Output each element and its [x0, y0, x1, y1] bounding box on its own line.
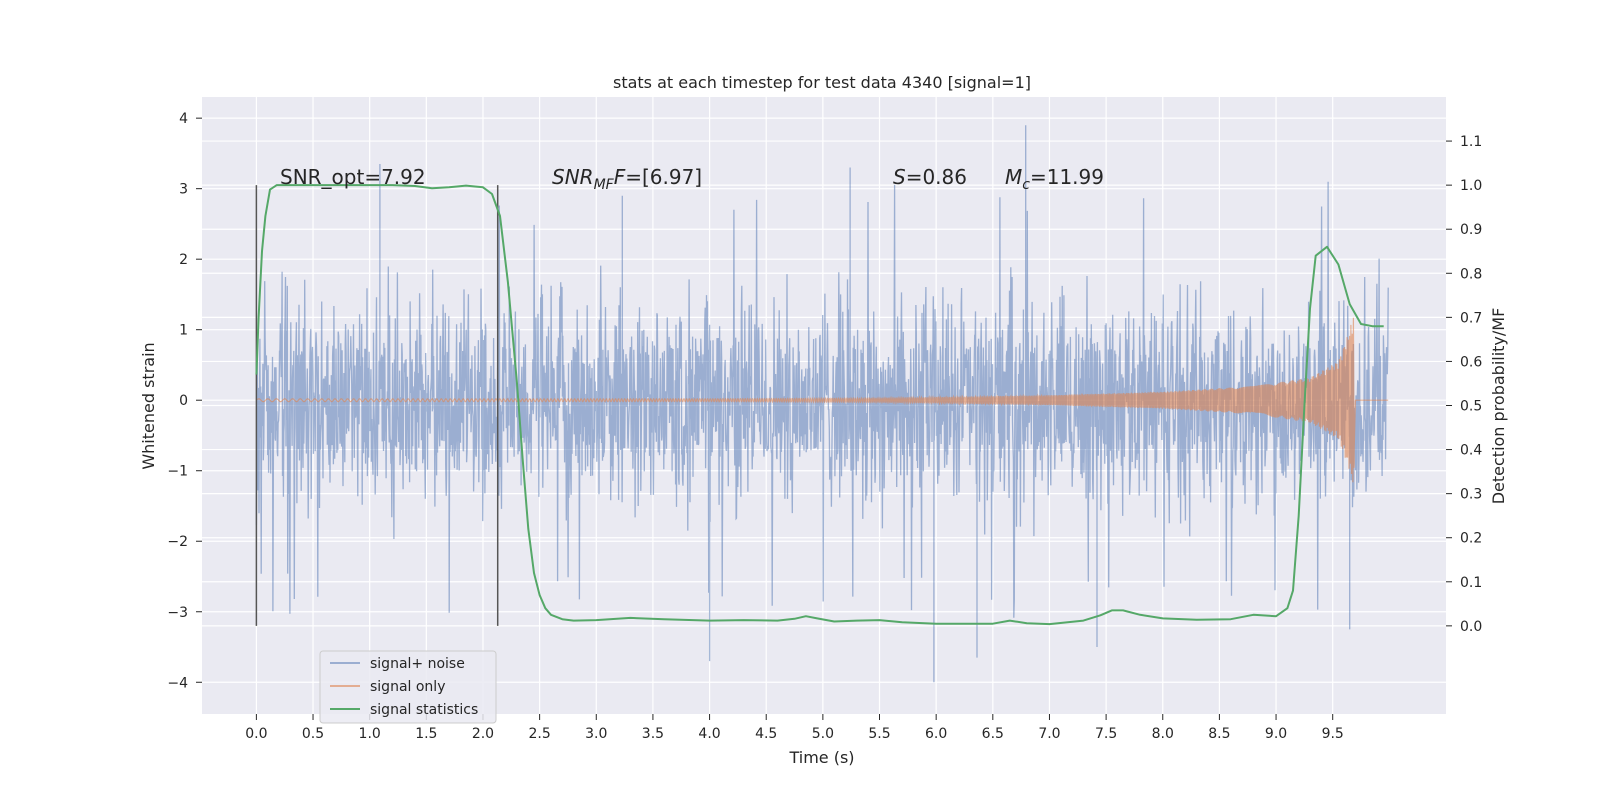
x-tick-label-1: 0.5 [302, 726, 324, 742]
series-signal-statistics [255, 184, 1384, 626]
y2-tick-label-0: 1.1 [1460, 134, 1482, 150]
y2-tick-label-4: 0.7 [1460, 310, 1482, 326]
x-tick-label-4: 2.0 [472, 726, 494, 742]
y-axis-label: Whitened strain [139, 342, 158, 469]
annotation-snr-mf-sub: MF [594, 177, 615, 193]
series-signal-only [256, 317, 1389, 483]
x-tick-label-8: 4.0 [698, 726, 720, 742]
x-axis-label: Time (s) [788, 748, 854, 767]
annotation-mc-value: =11.99 [1030, 165, 1104, 189]
y2-tick-label-10: 0.1 [1460, 575, 1482, 591]
annotation-mc: Mc=11.99 [1005, 165, 1104, 193]
x-tick-label-2: 1.0 [359, 726, 381, 742]
annotation-snr-mf-value: =[6.97] [625, 165, 702, 189]
annotation-mc-sub: c [1022, 177, 1030, 193]
annotation-s: S=0.86 [893, 165, 967, 189]
legend-label-signal-noise: signal+ noise [370, 656, 465, 672]
annotation-snr-mf-main: SNR [552, 165, 594, 189]
y2-tick-label-7: 0.4 [1460, 443, 1482, 459]
y2-tick-label-1: 1.0 [1460, 178, 1482, 194]
x-tick-label-13: 6.5 [982, 726, 1004, 742]
y-tick-label-4: 0 [179, 393, 188, 409]
x-tick-label-7: 3.5 [642, 726, 664, 742]
annotation-snr-opt: SNR_opt=7.92 [280, 165, 426, 189]
y-tick-label-7: −3 [167, 605, 188, 621]
y2-tick-label-11: 0.0 [1460, 619, 1482, 635]
y2-axis-ticks: 1.1 1.0 0.9 0.8 0.7 0.6 0.5 0.4 0.3 0.2 0.1 0.0 [1446, 134, 1482, 635]
x-tick-label-0: 0.0 [245, 726, 267, 742]
x-tick-label-5: 2.5 [528, 726, 550, 742]
legend-label-signal-statistics: signal statistics [370, 702, 478, 718]
signal-noise-line [255, 125, 1389, 683]
x-axis-ticks: 0.0 0.5 1.0 1.5 2.0 2.5 3.0 3.5 4.0 4.5 5.0 5.5 6.0 6… [245, 714, 1344, 742]
x-tick-label-3: 1.5 [415, 726, 437, 742]
annotation-snr-mf-f: F [614, 165, 626, 189]
y-tick-label-3: 1 [179, 323, 188, 339]
y2-tick-label-6: 0.5 [1460, 399, 1482, 415]
y-tick-label-0: 4 [179, 111, 188, 127]
legend-label-signal-only: signal only [370, 679, 445, 695]
legend: signal+ noise signal only signal statist… [319, 650, 497, 724]
y-tick-label-8: −4 [167, 675, 188, 691]
x-tick-label-15: 7.5 [1095, 726, 1117, 742]
y2-tick-label-3: 0.8 [1460, 266, 1482, 282]
y-tick-label-1: 3 [179, 182, 188, 198]
y-axis-ticks: 4 3 2 1 0 −1 −2 −3 −4 [167, 111, 202, 691]
x-tick-label-16: 8.0 [1152, 726, 1174, 742]
x-tick-label-11: 5.5 [868, 726, 890, 742]
y-tick-label-5: −1 [167, 464, 188, 480]
annotation-snr-mf: SNRMFF=[6.97] [552, 165, 702, 193]
x-tick-label-10: 5.0 [812, 726, 834, 742]
x-tick-label-6: 3.0 [585, 726, 607, 742]
signal-only-line [256, 317, 1389, 483]
x-tick-label-18: 9.0 [1265, 726, 1287, 742]
x-tick-label-17: 8.5 [1208, 726, 1230, 742]
y-tick-label-6: −2 [167, 534, 188, 550]
signal-statistics-line [255, 184, 1384, 626]
y2-tick-label-2: 0.9 [1460, 222, 1482, 238]
series-signal-noise [255, 125, 1389, 683]
annotation-s-value: =0.86 [906, 165, 967, 189]
annotation-mc-main: M [1005, 165, 1022, 189]
x-tick-label-12: 6.0 [925, 726, 947, 742]
y-tick-label-2: 2 [179, 252, 188, 268]
y2-axis-label: Detection probability/MF [1489, 308, 1508, 505]
chart-title: stats at each timestep for test data 434… [613, 73, 1031, 92]
x-tick-label-9: 4.5 [755, 726, 777, 742]
annotation-s-label: S [893, 165, 906, 189]
window-markers [255, 185, 499, 626]
y2-tick-label-9: 0.2 [1460, 531, 1482, 547]
legend-box [319, 650, 497, 724]
y2-tick-label-8: 0.3 [1460, 487, 1482, 503]
x-tick-label-14: 7.0 [1038, 726, 1060, 742]
y2-tick-label-5: 0.6 [1460, 354, 1482, 370]
x-tick-label-19: 9.5 [1322, 726, 1344, 742]
